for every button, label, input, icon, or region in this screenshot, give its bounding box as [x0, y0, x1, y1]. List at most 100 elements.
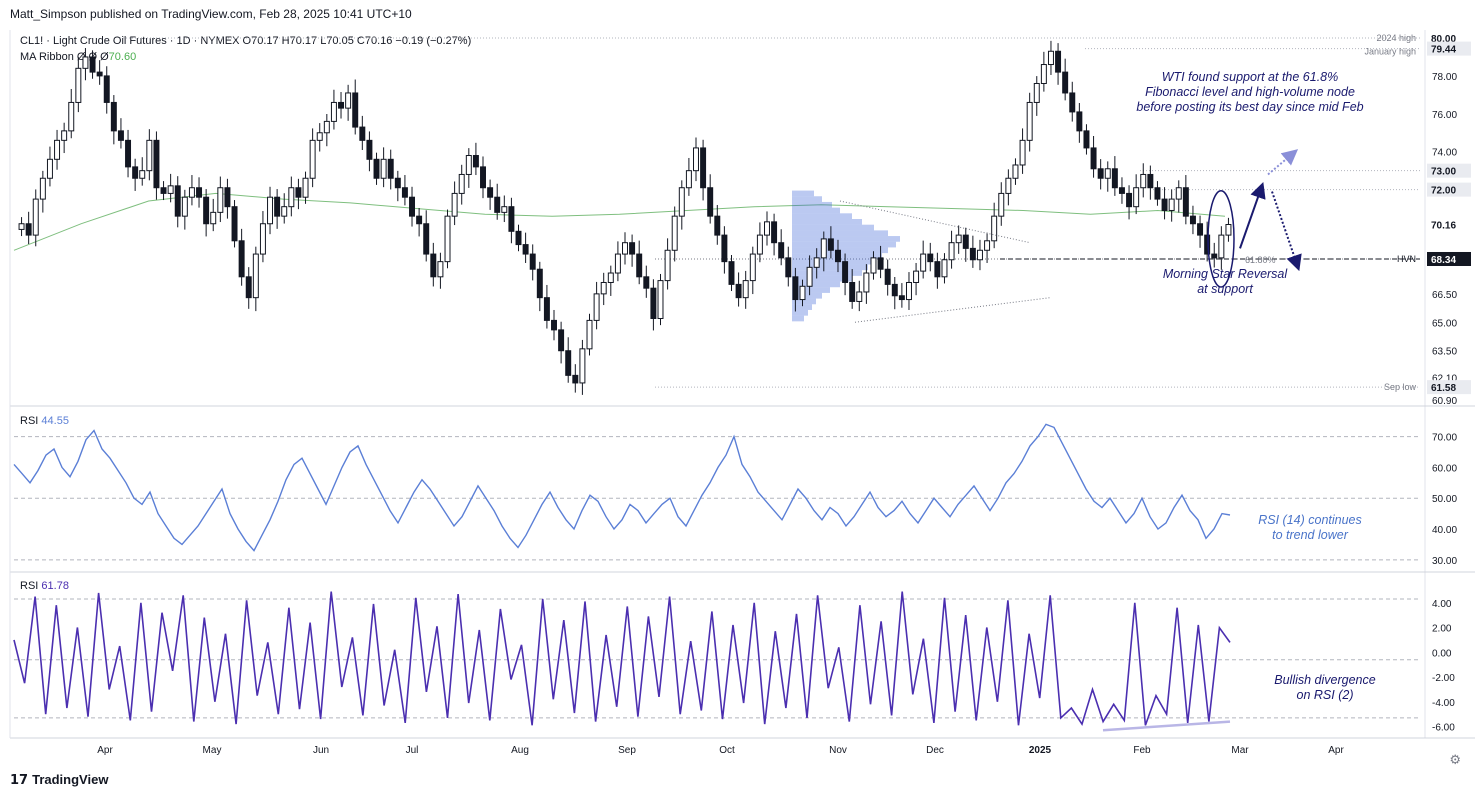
candle-body	[338, 101, 345, 109]
projection-up-arrow[interactable]	[1267, 149, 1299, 176]
volume-profile-bar	[792, 230, 888, 237]
candle-body	[89, 56, 96, 73]
volume-profile-bar	[792, 196, 822, 202]
candle-body	[707, 187, 714, 217]
volume-profile-bar	[792, 207, 840, 214]
badge-72: 72.00	[1431, 186, 1456, 197]
rsi2-tick-label: -4.00	[1432, 698, 1455, 709]
drawing-tools[interactable]	[839, 149, 1302, 323]
candle-body	[1182, 187, 1189, 217]
volume-profile-bar	[792, 287, 830, 293]
candle-body	[25, 223, 32, 236]
candle-body	[863, 272, 870, 293]
ma-ribbon-value: 70.60	[108, 51, 137, 63]
triangle-lower-line[interactable]	[854, 297, 1051, 323]
candle-body	[969, 247, 976, 261]
badge-sep-low: 61.58	[1431, 383, 1456, 394]
candle-body	[188, 187, 195, 198]
time-axis-label: Dec	[926, 745, 944, 756]
candle-body	[437, 261, 444, 278]
candle-body	[210, 211, 217, 225]
candlesticks	[18, 40, 1232, 395]
rsi14-value: 44.55	[41, 415, 69, 427]
candle-body	[756, 234, 763, 255]
annotation-rsi2-divergence: Bullish divergence on RSI (2)	[1265, 673, 1385, 703]
badge-2024-high-bg	[1427, 31, 1471, 45]
volume-profile-bar	[792, 241, 896, 248]
time-axis-label: Nov	[829, 745, 847, 756]
candle-body	[1147, 173, 1154, 189]
price-tick-label: 76.00	[1432, 110, 1457, 121]
candle-body	[657, 280, 664, 320]
price-tick-label: 60.90	[1432, 396, 1457, 407]
price-tick-label: 65.00	[1432, 318, 1457, 329]
rsi2-legend[interactable]: RSI 61.78	[20, 580, 69, 592]
candle-body	[1140, 173, 1147, 189]
candle-body	[458, 173, 465, 194]
candle-body	[813, 257, 820, 268]
time-axis-label: Aug	[511, 745, 529, 756]
projection-down-arrow[interactable]	[1271, 191, 1302, 272]
candle-body	[245, 276, 252, 299]
triangle-upper-line[interactable]	[839, 200, 1031, 244]
candle-body	[103, 75, 110, 103]
annotation-line: to trend lower	[1272, 528, 1348, 542]
candle-body	[522, 244, 529, 255]
candle-body	[685, 170, 692, 189]
time-axis-label: Oct	[719, 745, 735, 756]
volume-profile-bar	[792, 264, 868, 271]
candle-body	[1005, 177, 1012, 194]
volume-profile-bar	[792, 190, 814, 197]
level-label-january-high: January high	[1364, 47, 1416, 57]
candle-body	[834, 249, 841, 263]
rsi2-series: 4.00 2.00 0.00 -2.00 -4.00 -6.00	[13, 591, 1455, 734]
time-axis-label: Jun	[313, 745, 329, 756]
candle-body	[196, 187, 203, 198]
volume-profile-bar	[792, 292, 822, 299]
tradingview-brand: TradingView	[32, 772, 109, 787]
candle-body	[1026, 101, 1033, 141]
candle-body	[565, 350, 572, 376]
candle-body	[948, 242, 955, 261]
candle-body	[1126, 192, 1133, 208]
divergence-trendline[interactable]	[1102, 720, 1231, 732]
candle-body	[700, 147, 707, 189]
symbol-label[interactable]: CL1! · Light Crude Oil Futures · 1D · NY…	[20, 35, 240, 47]
annotation-line: at support	[1197, 282, 1253, 296]
candle-body	[529, 253, 536, 270]
rsi2-line	[13, 591, 1231, 726]
candle-body	[146, 139, 153, 172]
bullish-arrow[interactable]	[1239, 182, 1266, 249]
candle-body	[1218, 234, 1225, 259]
rsi14-legend[interactable]: RSI 44.55	[20, 415, 69, 427]
candle-body	[451, 192, 458, 217]
price-tick-label: 78.00	[1432, 72, 1457, 83]
candle-body	[54, 139, 61, 160]
morning-star-ellipse[interactable]	[1207, 190, 1235, 288]
candle-body	[607, 272, 614, 283]
time-axis-label: Mar	[1231, 745, 1249, 756]
annotation-line: WTI found support at the 61.8%	[1161, 70, 1339, 84]
candle-body	[309, 139, 316, 179]
candle-body	[1076, 111, 1083, 132]
candle-body	[82, 56, 89, 69]
candle-body	[480, 166, 486, 189]
candle-body	[231, 206, 238, 242]
candle-body	[898, 295, 905, 301]
candle-body	[359, 126, 366, 141]
candle-body	[1189, 215, 1196, 225]
volume-profile-bar	[792, 270, 862, 276]
time-axis-label: Jul	[406, 745, 419, 756]
candle-body	[295, 187, 302, 198]
candle-body	[629, 242, 636, 255]
price-tick-label: 74.00	[1432, 148, 1457, 159]
candle-body	[827, 238, 834, 251]
candle-body	[316, 132, 323, 141]
candle-body	[217, 187, 224, 213]
candle-body	[1204, 234, 1211, 255]
candle-body	[1225, 223, 1232, 236]
volume-profile-bar	[792, 281, 840, 288]
level-label-hvn: HVN	[1397, 254, 1416, 264]
settings-gear-icon[interactable]: ⚙	[1449, 752, 1461, 767]
